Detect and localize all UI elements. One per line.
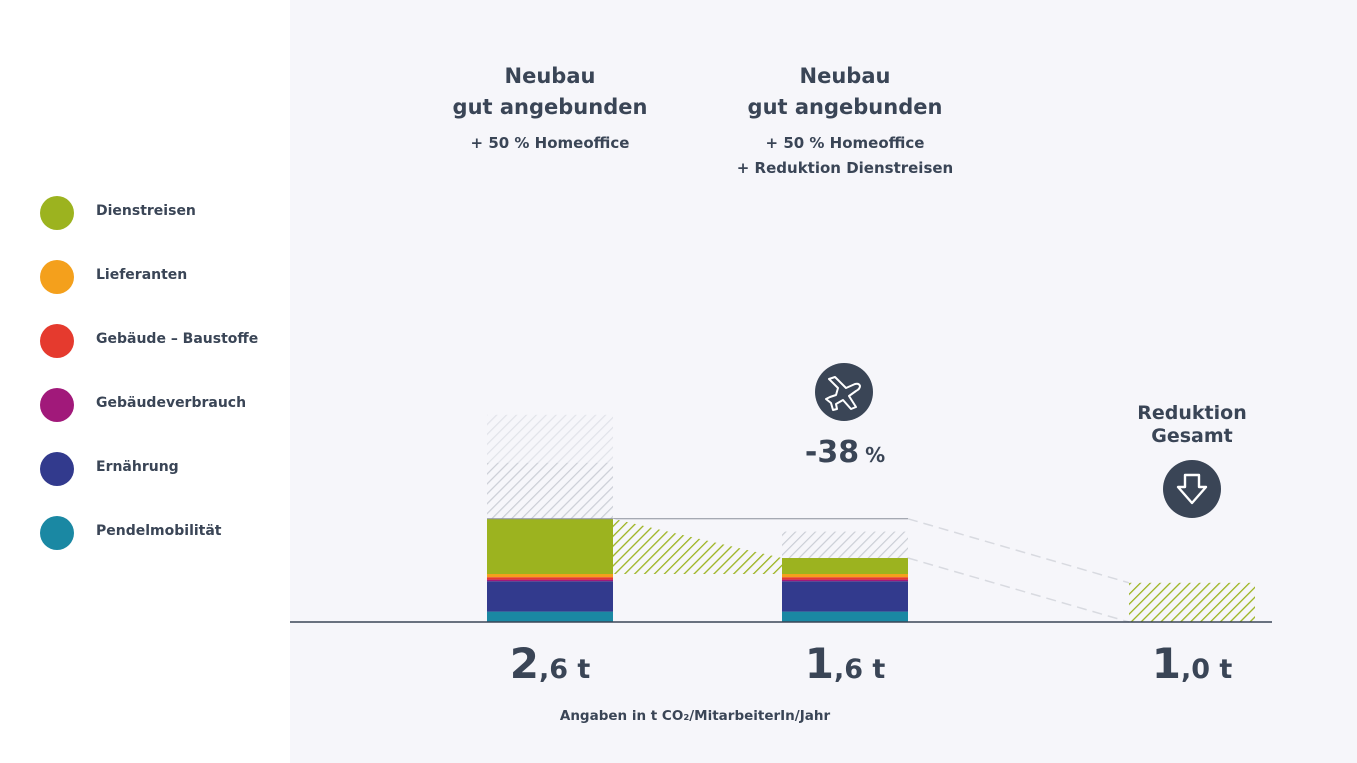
total-reduction-bar <box>1129 582 1255 622</box>
legend-swatch <box>40 260 74 294</box>
legend-label: Ernährung <box>96 459 179 475</box>
legend-label: Lieferanten <box>96 267 188 283</box>
category-total: 2,6 t <box>510 639 591 688</box>
category-title: Neubau <box>505 64 596 88</box>
bar-segment <box>487 574 613 578</box>
bar-segment <box>487 577 613 580</box>
category-title: gut angebunden <box>748 95 943 119</box>
bar-segment <box>782 577 908 580</box>
previous-value-hatch <box>487 462 613 519</box>
category-subtitle: + 50 % Homeoffice <box>471 134 630 152</box>
legend-label: Pendelmobilität <box>96 523 222 539</box>
down-arrow-icon <box>1176 473 1208 505</box>
legend-panel: Dienstreisen Lieferanten Gebäude – Baustof… <box>0 0 290 763</box>
previous-value-hatch <box>487 414 613 463</box>
category-title: Gesamt <box>1151 425 1233 447</box>
bar-segment <box>782 611 908 622</box>
category-title: Neubau <box>800 64 891 88</box>
airplane-icon <box>825 376 861 411</box>
legend-swatch <box>40 324 74 358</box>
down-arrow-icon <box>1163 460 1221 518</box>
bar-segment <box>782 558 908 574</box>
legend-label: Dienstreisen <box>96 203 196 219</box>
legend-label: Gebäudeverbrauch <box>96 395 247 411</box>
legend-swatch <box>40 452 74 486</box>
guide-line <box>907 557 1130 623</box>
bar-segment <box>487 581 613 612</box>
units-label: Angaben in t CO₂/MitarbeiterIn/Jahr <box>560 708 831 724</box>
category-title: Reduktion <box>1137 402 1246 424</box>
reduction-percent-label: -38% <box>805 435 885 470</box>
bar-segment <box>487 518 613 574</box>
bar-segment <box>782 581 908 612</box>
category-subtitle: + 50 % Homeoffice <box>766 134 925 152</box>
legend-label: Gebäude – Baustoffe <box>96 331 259 347</box>
category-subtitle: + Reduktion Dienstreisen <box>737 159 953 177</box>
airplane-icon <box>815 363 873 421</box>
guide-line <box>907 518 1130 584</box>
reduction-hatch <box>782 531 908 558</box>
bar-segment <box>782 574 908 578</box>
reduction-wedge <box>613 518 782 574</box>
legend-swatch <box>40 516 74 550</box>
legend-swatch <box>40 388 74 422</box>
category-total: 1,0 t <box>1152 639 1233 688</box>
category-total: 1,6 t <box>805 639 886 688</box>
bar-segment <box>487 579 613 582</box>
legend-swatch <box>40 196 74 230</box>
category-title: gut angebunden <box>453 95 648 119</box>
bar-segment <box>782 579 908 582</box>
bar-segment <box>487 611 613 622</box>
